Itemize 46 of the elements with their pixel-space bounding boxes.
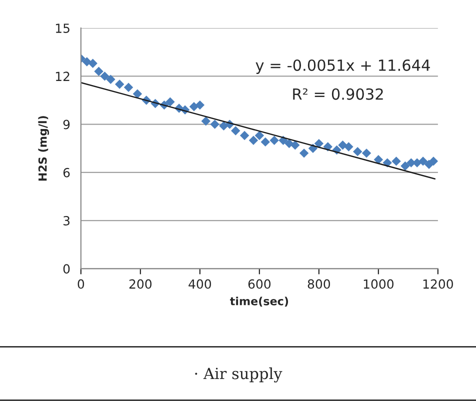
annotation: R² = 0.9032 [293,88,383,100]
x-tick-label: 400 [188,279,212,289]
point [400,161,410,171]
y-axis-title: H2S (mg/l) [38,116,50,181]
point [270,136,279,145]
point [418,156,428,166]
x-tick-label: 600 [248,279,271,289]
y-tick-label: 0 [63,264,70,274]
y-tick-label: 9 [63,120,70,130]
y-tick-label: 12 [56,72,70,81]
point [240,130,250,140]
point [100,72,110,81]
point [195,100,205,110]
x-axis-title: time(sec) [230,296,288,307]
point [362,148,372,158]
point [124,82,134,92]
x-tick-label: 1200 [423,279,453,289]
y-tick-label: 6 [63,168,70,178]
point [428,156,438,166]
point [392,156,401,166]
text: · Air supply [195,367,282,382]
point [201,116,210,126]
point [352,146,362,156]
x-tick-label: 800 [308,279,330,289]
y-tick-label: 3 [64,216,70,226]
y-tick-label: 15 [56,24,70,33]
point [88,58,98,68]
point [106,74,116,84]
point [166,97,175,106]
point [248,136,258,145]
x-tick-label: 200 [129,279,152,289]
point [210,120,220,129]
point [299,148,309,158]
point [132,89,142,98]
point [231,126,240,136]
point [290,140,300,150]
x-tick-label: 1000 [364,279,394,289]
annotation: y = -0.0051x + 11.644 [256,59,430,74]
point [114,80,124,89]
point [94,66,104,76]
x-tick-label: 0 [78,279,84,289]
point [374,154,384,164]
point [344,142,354,152]
point [260,137,270,147]
point [254,130,264,140]
point [314,138,324,148]
